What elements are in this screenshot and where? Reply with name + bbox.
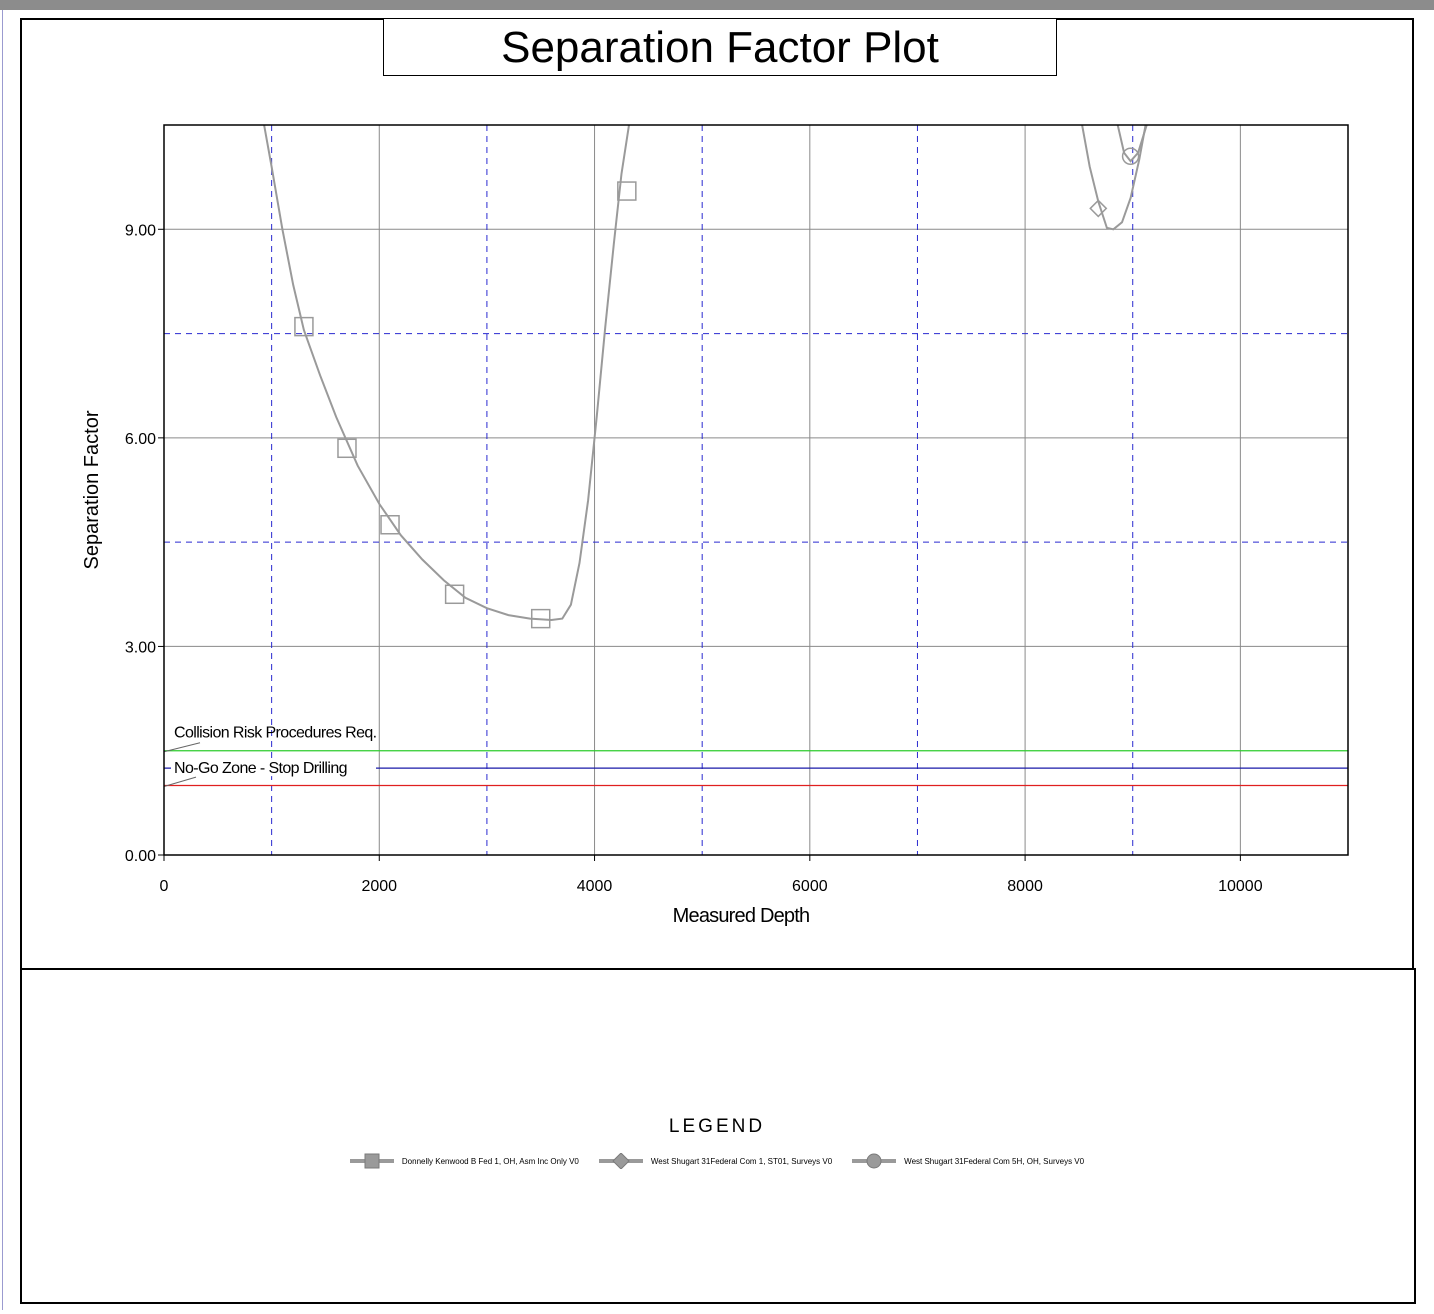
legend: Donnelly Kenwood B Fed 1, OH, Asm Inc On… bbox=[0, 1153, 1434, 1169]
legend-swatch-marker bbox=[364, 1153, 380, 1169]
data-point-circle bbox=[1121, 147, 1140, 166]
legend-label: West Shugart 31Federal Com 5H, OH, Surve… bbox=[904, 1156, 1085, 1166]
x-tick-label: 4000 bbox=[577, 878, 613, 895]
y-tick-label: 9.00 bbox=[125, 222, 156, 239]
separation-factor-chart: Collision Risk Procedures Req. No-Go Zone… bbox=[81, 124, 1349, 927]
series-group bbox=[263, 125, 1148, 629]
y-tick-label: 6.00 bbox=[125, 431, 156, 448]
x-tick-label: 8000 bbox=[1007, 878, 1043, 895]
legend-swatch-square bbox=[349, 1153, 394, 1169]
top-bar bbox=[0, 0, 1434, 10]
reference-label-collision: Collision Risk Procedures Req. bbox=[174, 725, 377, 742]
chart-title: Separation Factor Plot bbox=[383, 18, 1057, 76]
series-line-0 bbox=[263, 125, 630, 622]
y-tick-label: 0.00 bbox=[125, 848, 156, 865]
legend-title: LEGEND bbox=[668, 1116, 766, 1137]
data-point-square bbox=[444, 584, 465, 605]
data-point-square bbox=[617, 181, 637, 201]
legend-swatch-circle bbox=[852, 1153, 897, 1169]
x-tick-label: 10000 bbox=[1218, 878, 1263, 895]
legend-swatch-marker bbox=[866, 1153, 882, 1169]
y-tick-label: 3.00 bbox=[125, 639, 156, 656]
legend-swatch-diamond bbox=[598, 1153, 643, 1169]
series-line-2 bbox=[1116, 125, 1148, 163]
plot-area-border bbox=[163, 124, 1349, 856]
data-point-square bbox=[530, 608, 551, 629]
reference-label-bg bbox=[171, 758, 376, 777]
reference-leader bbox=[163, 776, 197, 787]
x-tick-label: 0 bbox=[160, 878, 169, 895]
legend-label: West Shugart 31Federal Com 1, ST01, Surv… bbox=[650, 1156, 833, 1166]
data-point-diamond bbox=[1089, 199, 1108, 218]
y-axis-label: Separation Factor bbox=[81, 410, 103, 569]
x-tick-label: 2000 bbox=[361, 878, 397, 895]
data-point-square bbox=[294, 316, 314, 337]
reference-leader bbox=[163, 742, 201, 753]
x-tick-label: 6000 bbox=[792, 878, 828, 895]
left-rule bbox=[2, 10, 3, 1310]
legend-swatch-marker bbox=[612, 1153, 630, 1169]
legend-item: West Shugart 31Federal Com 1, ST01, Surv… bbox=[598, 1153, 833, 1169]
series-line-1 bbox=[1081, 125, 1147, 231]
legend-item: West Shugart 31Federal Com 5H, OH, Surve… bbox=[852, 1153, 1084, 1169]
legend-frame bbox=[20, 968, 1416, 1304]
data-point-square bbox=[337, 438, 357, 459]
legend-item: Donnelly Kenwood B Fed 1, OH, Asm Inc On… bbox=[349, 1153, 579, 1169]
x-axis-label: Measured Depth bbox=[673, 905, 810, 927]
reference-label-nogo: No-Go Zone - Stop Drilling bbox=[174, 760, 347, 777]
data-point-square bbox=[380, 515, 400, 535]
legend-label: Donnelly Kenwood B Fed 1, OH, Asm Inc On… bbox=[401, 1156, 579, 1166]
